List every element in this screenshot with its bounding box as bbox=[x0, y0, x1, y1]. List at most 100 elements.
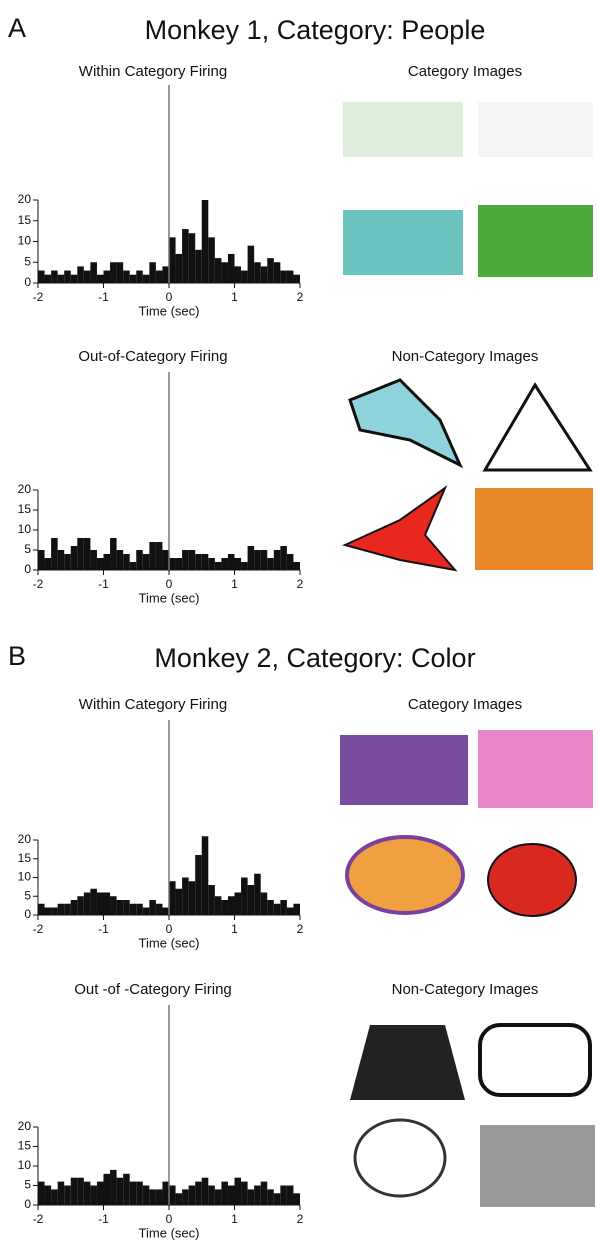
bar bbox=[274, 550, 281, 570]
x-tick-label: 2 bbox=[297, 577, 304, 591]
bar bbox=[293, 1193, 300, 1205]
bar bbox=[143, 275, 150, 283]
bar bbox=[38, 1182, 45, 1205]
bar bbox=[110, 896, 117, 915]
x-tick-label: -1 bbox=[98, 922, 109, 936]
bar bbox=[77, 538, 84, 570]
x-axis-label: Time (sec) bbox=[139, 935, 200, 950]
bar bbox=[77, 266, 84, 283]
bar bbox=[261, 1182, 268, 1205]
images-label: Non-Category Images bbox=[392, 348, 539, 365]
bar bbox=[287, 1186, 294, 1206]
bar bbox=[261, 266, 268, 283]
bar bbox=[123, 900, 130, 915]
bar bbox=[117, 1178, 124, 1205]
bar bbox=[228, 254, 235, 283]
x-tick-label: -2 bbox=[33, 577, 44, 591]
chart-title: Out-of-Category Firing bbox=[78, 348, 227, 365]
bar bbox=[162, 550, 169, 570]
bar bbox=[38, 550, 45, 570]
y-tick-label: 20 bbox=[18, 192, 32, 206]
bar bbox=[254, 550, 261, 570]
bar bbox=[130, 562, 137, 570]
bar bbox=[235, 266, 242, 283]
bar bbox=[77, 1178, 84, 1205]
x-tick-label: 1 bbox=[231, 1212, 238, 1226]
bar bbox=[293, 562, 300, 570]
x-tick-label: 2 bbox=[297, 290, 304, 304]
bar bbox=[64, 554, 71, 570]
bar bbox=[90, 550, 97, 570]
y-tick-label: 15 bbox=[18, 502, 32, 516]
x-axis-label: Time (sec) bbox=[139, 303, 200, 318]
bar bbox=[156, 542, 163, 570]
panel-title: Monkey 2, Category: Color bbox=[154, 643, 475, 673]
y-tick-label: 15 bbox=[18, 213, 32, 227]
bar bbox=[51, 271, 58, 283]
y-tick-label: 5 bbox=[24, 888, 31, 902]
bar bbox=[176, 889, 183, 915]
bar bbox=[136, 271, 143, 283]
bar bbox=[189, 550, 196, 570]
y-tick-label: 5 bbox=[24, 1178, 31, 1192]
bar bbox=[117, 900, 124, 915]
bar bbox=[189, 1186, 196, 1206]
panel-label: B bbox=[8, 641, 26, 671]
bar bbox=[274, 1193, 281, 1205]
bar bbox=[130, 1182, 137, 1205]
bar bbox=[84, 271, 91, 283]
bar bbox=[215, 562, 222, 570]
bar bbox=[280, 546, 287, 570]
x-tick-label: 0 bbox=[166, 290, 173, 304]
bar bbox=[280, 1186, 287, 1206]
bar bbox=[267, 558, 274, 570]
bar bbox=[287, 908, 294, 916]
x-tick-label: -2 bbox=[33, 922, 44, 936]
bar bbox=[143, 1186, 150, 1206]
bar bbox=[267, 1189, 274, 1205]
bar bbox=[215, 258, 222, 283]
bar bbox=[241, 562, 248, 570]
image bbox=[347, 837, 463, 913]
y-tick-label: 20 bbox=[18, 832, 32, 846]
bar bbox=[182, 229, 189, 283]
bar bbox=[182, 1189, 189, 1205]
bar bbox=[117, 550, 124, 570]
bar bbox=[110, 262, 117, 283]
bar bbox=[71, 900, 78, 915]
bar bbox=[51, 908, 58, 916]
panel-label: A bbox=[8, 13, 26, 43]
bar bbox=[58, 275, 65, 283]
bar bbox=[130, 904, 137, 915]
chart-title: Within Category Firing bbox=[79, 696, 227, 713]
bar bbox=[110, 1170, 117, 1205]
bar bbox=[136, 904, 143, 915]
bar bbox=[254, 874, 261, 915]
bar bbox=[90, 1186, 97, 1206]
bar bbox=[182, 550, 189, 570]
y-tick-label: 5 bbox=[24, 254, 31, 268]
bar bbox=[90, 262, 97, 283]
bar bbox=[58, 550, 65, 570]
image bbox=[345, 488, 455, 570]
bar bbox=[287, 554, 294, 570]
images-label: Non-Category Images bbox=[392, 981, 539, 998]
bar bbox=[97, 558, 104, 570]
bar bbox=[136, 1182, 143, 1205]
image bbox=[480, 1125, 595, 1207]
bar bbox=[248, 1189, 255, 1205]
y-tick-label: 10 bbox=[18, 522, 32, 536]
bar bbox=[45, 908, 52, 916]
bar bbox=[195, 1182, 202, 1205]
bar bbox=[274, 904, 281, 915]
bar bbox=[38, 271, 45, 283]
bar bbox=[248, 546, 255, 570]
bar bbox=[58, 1182, 65, 1205]
y-tick-label: 0 bbox=[24, 1197, 31, 1211]
chart-title: Within Category Firing bbox=[79, 63, 227, 80]
y-tick-label: 15 bbox=[18, 1139, 32, 1153]
bar bbox=[162, 908, 169, 916]
bar bbox=[156, 1189, 163, 1205]
chart-title: Out -of -Category Firing bbox=[74, 981, 232, 998]
image bbox=[480, 1025, 590, 1095]
